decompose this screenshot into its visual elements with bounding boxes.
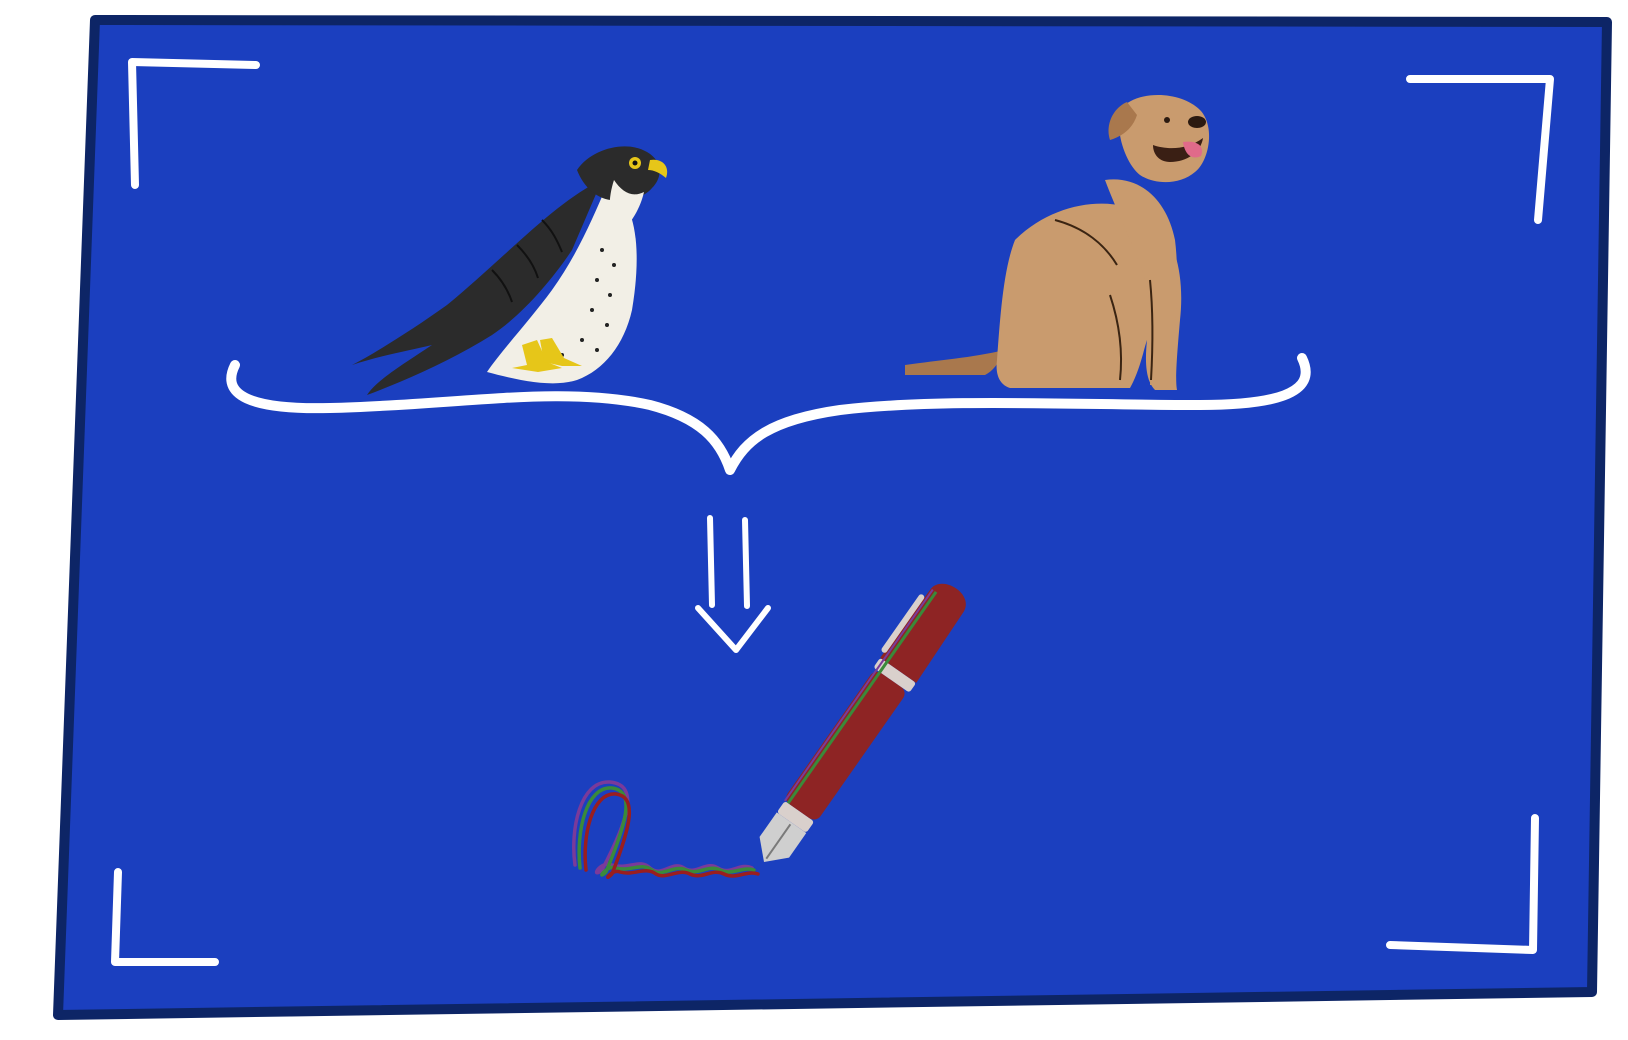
corner-bracket-icon [111, 868, 219, 966]
scribble-icon [572, 780, 760, 880]
double-arrow-down-icon [695, 515, 771, 653]
corner-brackets [111, 58, 1554, 966]
corner-bracket-icon [1406, 75, 1554, 224]
blue-board [53, 15, 1612, 1020]
dog-icon [905, 95, 1210, 390]
curly-brace-icon [226, 353, 1311, 475]
falcon-icon [352, 146, 668, 395]
corner-bracket-icon [1386, 814, 1539, 954]
fountain-pen-icon [759, 583, 966, 862]
corner-bracket-icon [128, 58, 260, 189]
